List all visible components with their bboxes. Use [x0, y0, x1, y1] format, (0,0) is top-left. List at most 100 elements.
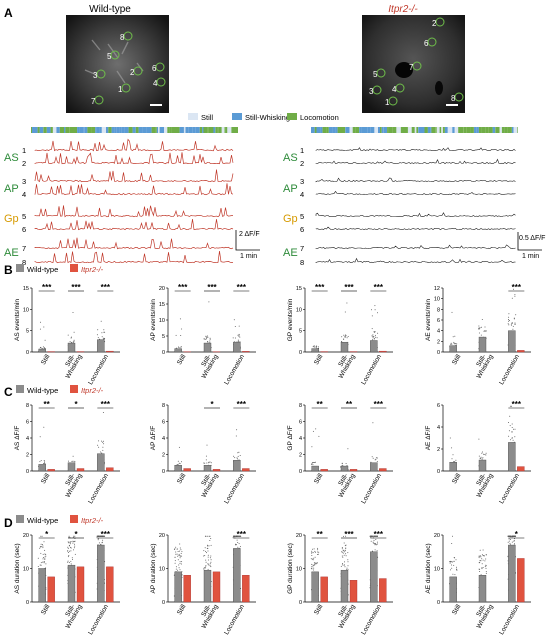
data-point — [314, 346, 315, 347]
behavior-segment — [382, 127, 384, 133]
data-point — [98, 440, 99, 441]
data-point — [481, 453, 482, 454]
data-point — [44, 550, 45, 551]
data-point — [375, 337, 376, 338]
data-point — [205, 336, 206, 337]
y-tick-label: 8 — [26, 403, 29, 409]
bar-wt — [68, 343, 75, 352]
behavior-segment — [495, 127, 499, 133]
wt-trace — [35, 205, 233, 216]
behavior-segment — [460, 127, 464, 133]
behavior-segment — [384, 127, 387, 133]
behavior-segment — [420, 127, 425, 133]
data-point — [205, 560, 206, 561]
behavior-segment — [209, 127, 211, 133]
data-point — [509, 416, 510, 417]
data-point — [98, 447, 99, 448]
data-point — [481, 558, 482, 559]
data-point — [342, 548, 343, 549]
data-point — [40, 329, 41, 330]
data-point — [486, 554, 487, 555]
behavior-segment — [170, 127, 172, 133]
data-point — [180, 563, 181, 564]
behavior-segment — [416, 127, 418, 133]
data-point — [480, 555, 481, 556]
ko-trace — [316, 213, 516, 217]
data-point — [452, 458, 453, 459]
significance-stars: *** — [374, 283, 384, 292]
x-tick-label: Locomotion — [360, 472, 383, 505]
data-point — [347, 337, 348, 338]
data-point — [508, 321, 509, 322]
behavior-segment — [425, 127, 428, 133]
data-point — [454, 336, 455, 337]
data-point — [73, 456, 74, 457]
behavior-segment — [40, 127, 44, 133]
behavior-segment — [64, 127, 65, 133]
data-point — [317, 549, 318, 550]
data-point — [103, 338, 104, 339]
data-point — [509, 430, 510, 431]
behavior-segment — [51, 127, 53, 133]
data-point — [179, 463, 180, 464]
data-point — [451, 343, 452, 344]
data-point — [377, 542, 378, 543]
data-point — [181, 561, 182, 562]
data-point — [203, 550, 204, 551]
data-point — [41, 544, 42, 545]
wt-title: Wild-type — [89, 4, 131, 15]
data-point — [313, 462, 314, 463]
data-point — [515, 323, 516, 324]
data-point — [508, 319, 509, 320]
data-point — [515, 324, 516, 325]
data-point — [377, 337, 378, 338]
data-point — [342, 547, 343, 548]
bar-ko — [242, 351, 249, 352]
data-point — [511, 325, 512, 326]
data-point — [347, 568, 348, 569]
data-point — [178, 559, 179, 560]
data-point — [376, 544, 377, 545]
data-point — [97, 329, 98, 330]
behavior-segment — [408, 127, 409, 133]
data-point — [514, 296, 515, 297]
data-point — [375, 331, 376, 332]
data-point — [315, 557, 316, 558]
behavior-segment — [404, 127, 408, 133]
behavior-segment — [112, 127, 115, 133]
data-point — [71, 338, 72, 339]
data-point — [508, 422, 509, 423]
data-point — [208, 557, 209, 558]
data-point — [179, 551, 180, 552]
data-point — [452, 574, 453, 575]
data-point — [72, 543, 73, 544]
behavior-segment — [396, 127, 400, 133]
data-point — [45, 340, 46, 341]
data-point — [178, 461, 179, 462]
wt-trace-number: 7 — [22, 244, 26, 253]
behavior-segment — [317, 127, 321, 133]
wt-roi-label: 8 — [120, 33, 125, 42]
data-point — [342, 557, 343, 558]
behavior-segment — [157, 127, 158, 133]
data-point — [315, 428, 316, 429]
data-point — [479, 456, 480, 457]
data-point — [514, 540, 515, 541]
bar-ko — [379, 469, 386, 471]
behavior-segment — [117, 127, 119, 133]
y-tick-label: 4 — [437, 329, 440, 335]
data-point — [454, 557, 455, 558]
x-tick-label: Still — [176, 603, 188, 616]
data-point — [373, 543, 374, 544]
data-point — [312, 464, 313, 465]
ko-trace-number: 3 — [300, 177, 304, 186]
behavior-segment — [474, 127, 476, 133]
data-point — [313, 565, 314, 566]
wt-trace-number: 5 — [22, 212, 26, 221]
